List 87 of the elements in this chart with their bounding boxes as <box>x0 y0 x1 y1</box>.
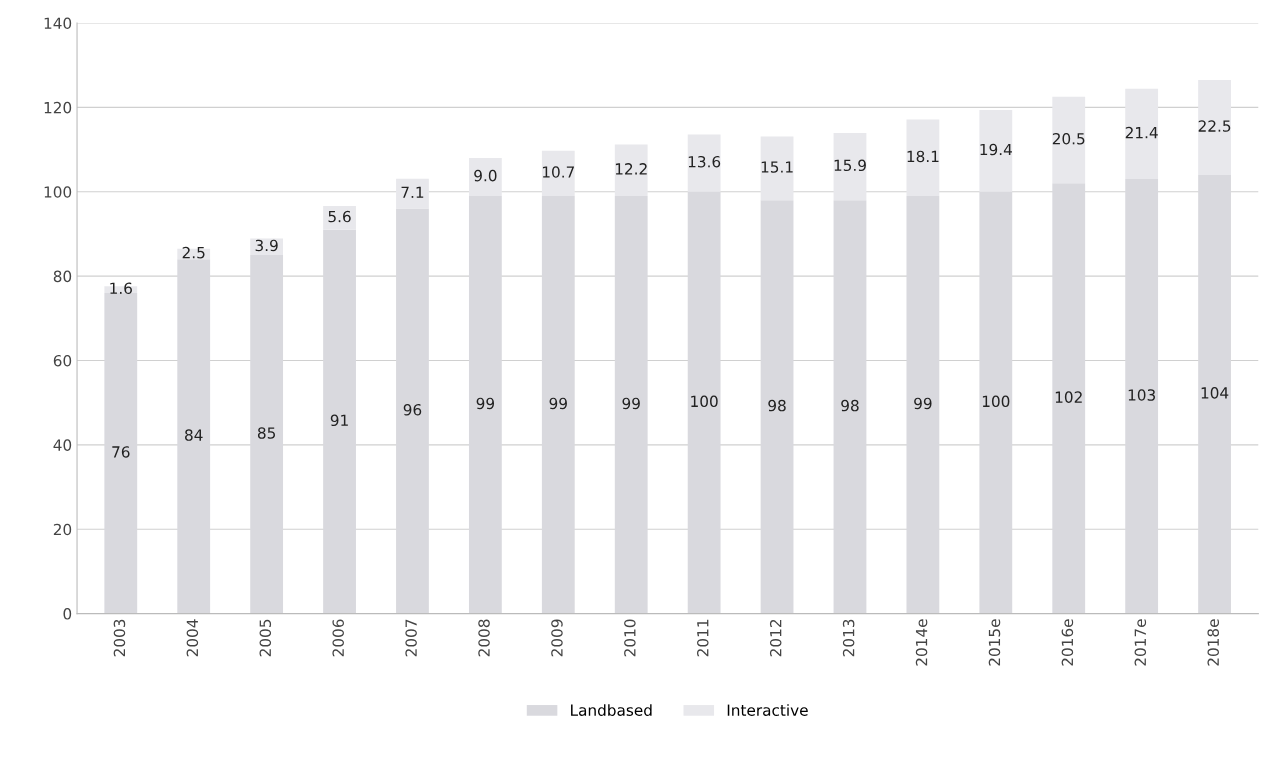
bar <box>1052 96 1086 184</box>
bar <box>541 195 575 614</box>
bar <box>614 195 648 614</box>
y-tick-label: 120 <box>44 101 72 114</box>
bar <box>687 191 721 614</box>
x-tick-label: 2006 <box>332 619 344 657</box>
data-label: 7.1 <box>401 186 424 198</box>
data-label: 9.0 <box>474 169 497 182</box>
bar <box>468 158 502 196</box>
x-tick-label: 2010 <box>624 619 636 657</box>
bar <box>760 136 794 201</box>
legend-label: Interactive <box>727 704 808 716</box>
bar <box>468 195 502 614</box>
data-label: 19.4 <box>980 143 1012 156</box>
data-label: 98 <box>841 399 859 412</box>
bar <box>250 255 284 614</box>
x-tick-label: 2003 <box>113 619 126 657</box>
bar <box>177 259 211 614</box>
y-tick-label: 80 <box>53 270 72 283</box>
y-tick-label: 40 <box>53 439 72 451</box>
bar <box>1125 88 1159 180</box>
data-label: 1.6 <box>110 282 132 295</box>
data-label: 100 <box>691 395 718 408</box>
x-tick-label: 2014e <box>915 619 928 666</box>
data-label: 104 <box>1201 387 1229 399</box>
data-label: 21.4 <box>1125 126 1158 139</box>
data-label: 99 <box>622 397 640 410</box>
bar <box>323 206 356 230</box>
bar <box>760 200 794 614</box>
data-label: 20.5 <box>1052 132 1085 145</box>
data-label: 76 <box>112 446 130 458</box>
y-tick-label: 60 <box>53 354 72 367</box>
x-tick-label: 2008 <box>478 619 490 657</box>
bar <box>979 191 1013 614</box>
bar <box>906 195 940 614</box>
x-tick-label: 2004 <box>186 619 199 657</box>
x-tick-label: 2009 <box>551 619 563 657</box>
bar <box>614 144 648 196</box>
x-tick-label: 2017e <box>1134 619 1147 666</box>
legend-label: Landbased <box>571 704 652 716</box>
x-tick-label: 2011 <box>697 619 709 657</box>
x-tick-label: 2016e <box>1061 619 1074 666</box>
data-label: 15.1 <box>761 161 793 173</box>
data-label: 5.6 <box>328 210 351 223</box>
data-label: 18.1 <box>907 150 939 163</box>
x-tick-label: 2007 <box>405 619 417 657</box>
data-label: 2.5 <box>182 246 205 259</box>
data-label: 3.9 <box>255 239 278 252</box>
bar <box>1125 179 1159 614</box>
data-label: 98 <box>768 399 786 412</box>
bar <box>1052 183 1086 614</box>
data-label: 13.6 <box>688 155 721 168</box>
bar <box>979 109 1013 192</box>
bar <box>1198 79 1231 175</box>
bar <box>833 133 867 201</box>
x-tick-label: 2018e <box>1207 619 1219 666</box>
data-label: 91 <box>330 414 348 427</box>
bar <box>906 119 940 196</box>
bar <box>1198 174 1231 614</box>
data-label: 96 <box>403 403 422 416</box>
y-tick-label: 100 <box>44 186 72 198</box>
x-tick-label: 2015e <box>988 619 1001 666</box>
data-label: 15.9 <box>834 159 866 172</box>
data-label: 12.2 <box>615 163 647 175</box>
y-tick-label: 140 <box>44 17 72 30</box>
x-tick-label: 2012 <box>769 619 782 657</box>
bar <box>396 178 429 209</box>
data-label: 102 <box>1055 391 1082 403</box>
bar <box>541 150 575 196</box>
x-tick-label: 2005 <box>259 619 272 657</box>
bar <box>687 134 721 192</box>
data-label: 85 <box>257 427 276 439</box>
data-label: 22.5 <box>1198 120 1231 132</box>
data-label: 10.7 <box>542 166 575 178</box>
x-tick-label: 2013 <box>842 619 855 657</box>
y-tick-label: 0 <box>63 608 72 620</box>
y-tick-label: 20 <box>53 523 72 536</box>
data-label: 99 <box>476 397 495 410</box>
data-label: 99 <box>914 397 932 410</box>
data-label: 84 <box>185 429 203 441</box>
bar <box>396 208 429 614</box>
bar <box>323 229 356 614</box>
data-label: 99 <box>549 397 567 410</box>
bar <box>833 200 867 614</box>
data-label: 100 <box>982 395 1010 408</box>
data-label: 103 <box>1128 389 1156 401</box>
bar <box>104 292 138 614</box>
